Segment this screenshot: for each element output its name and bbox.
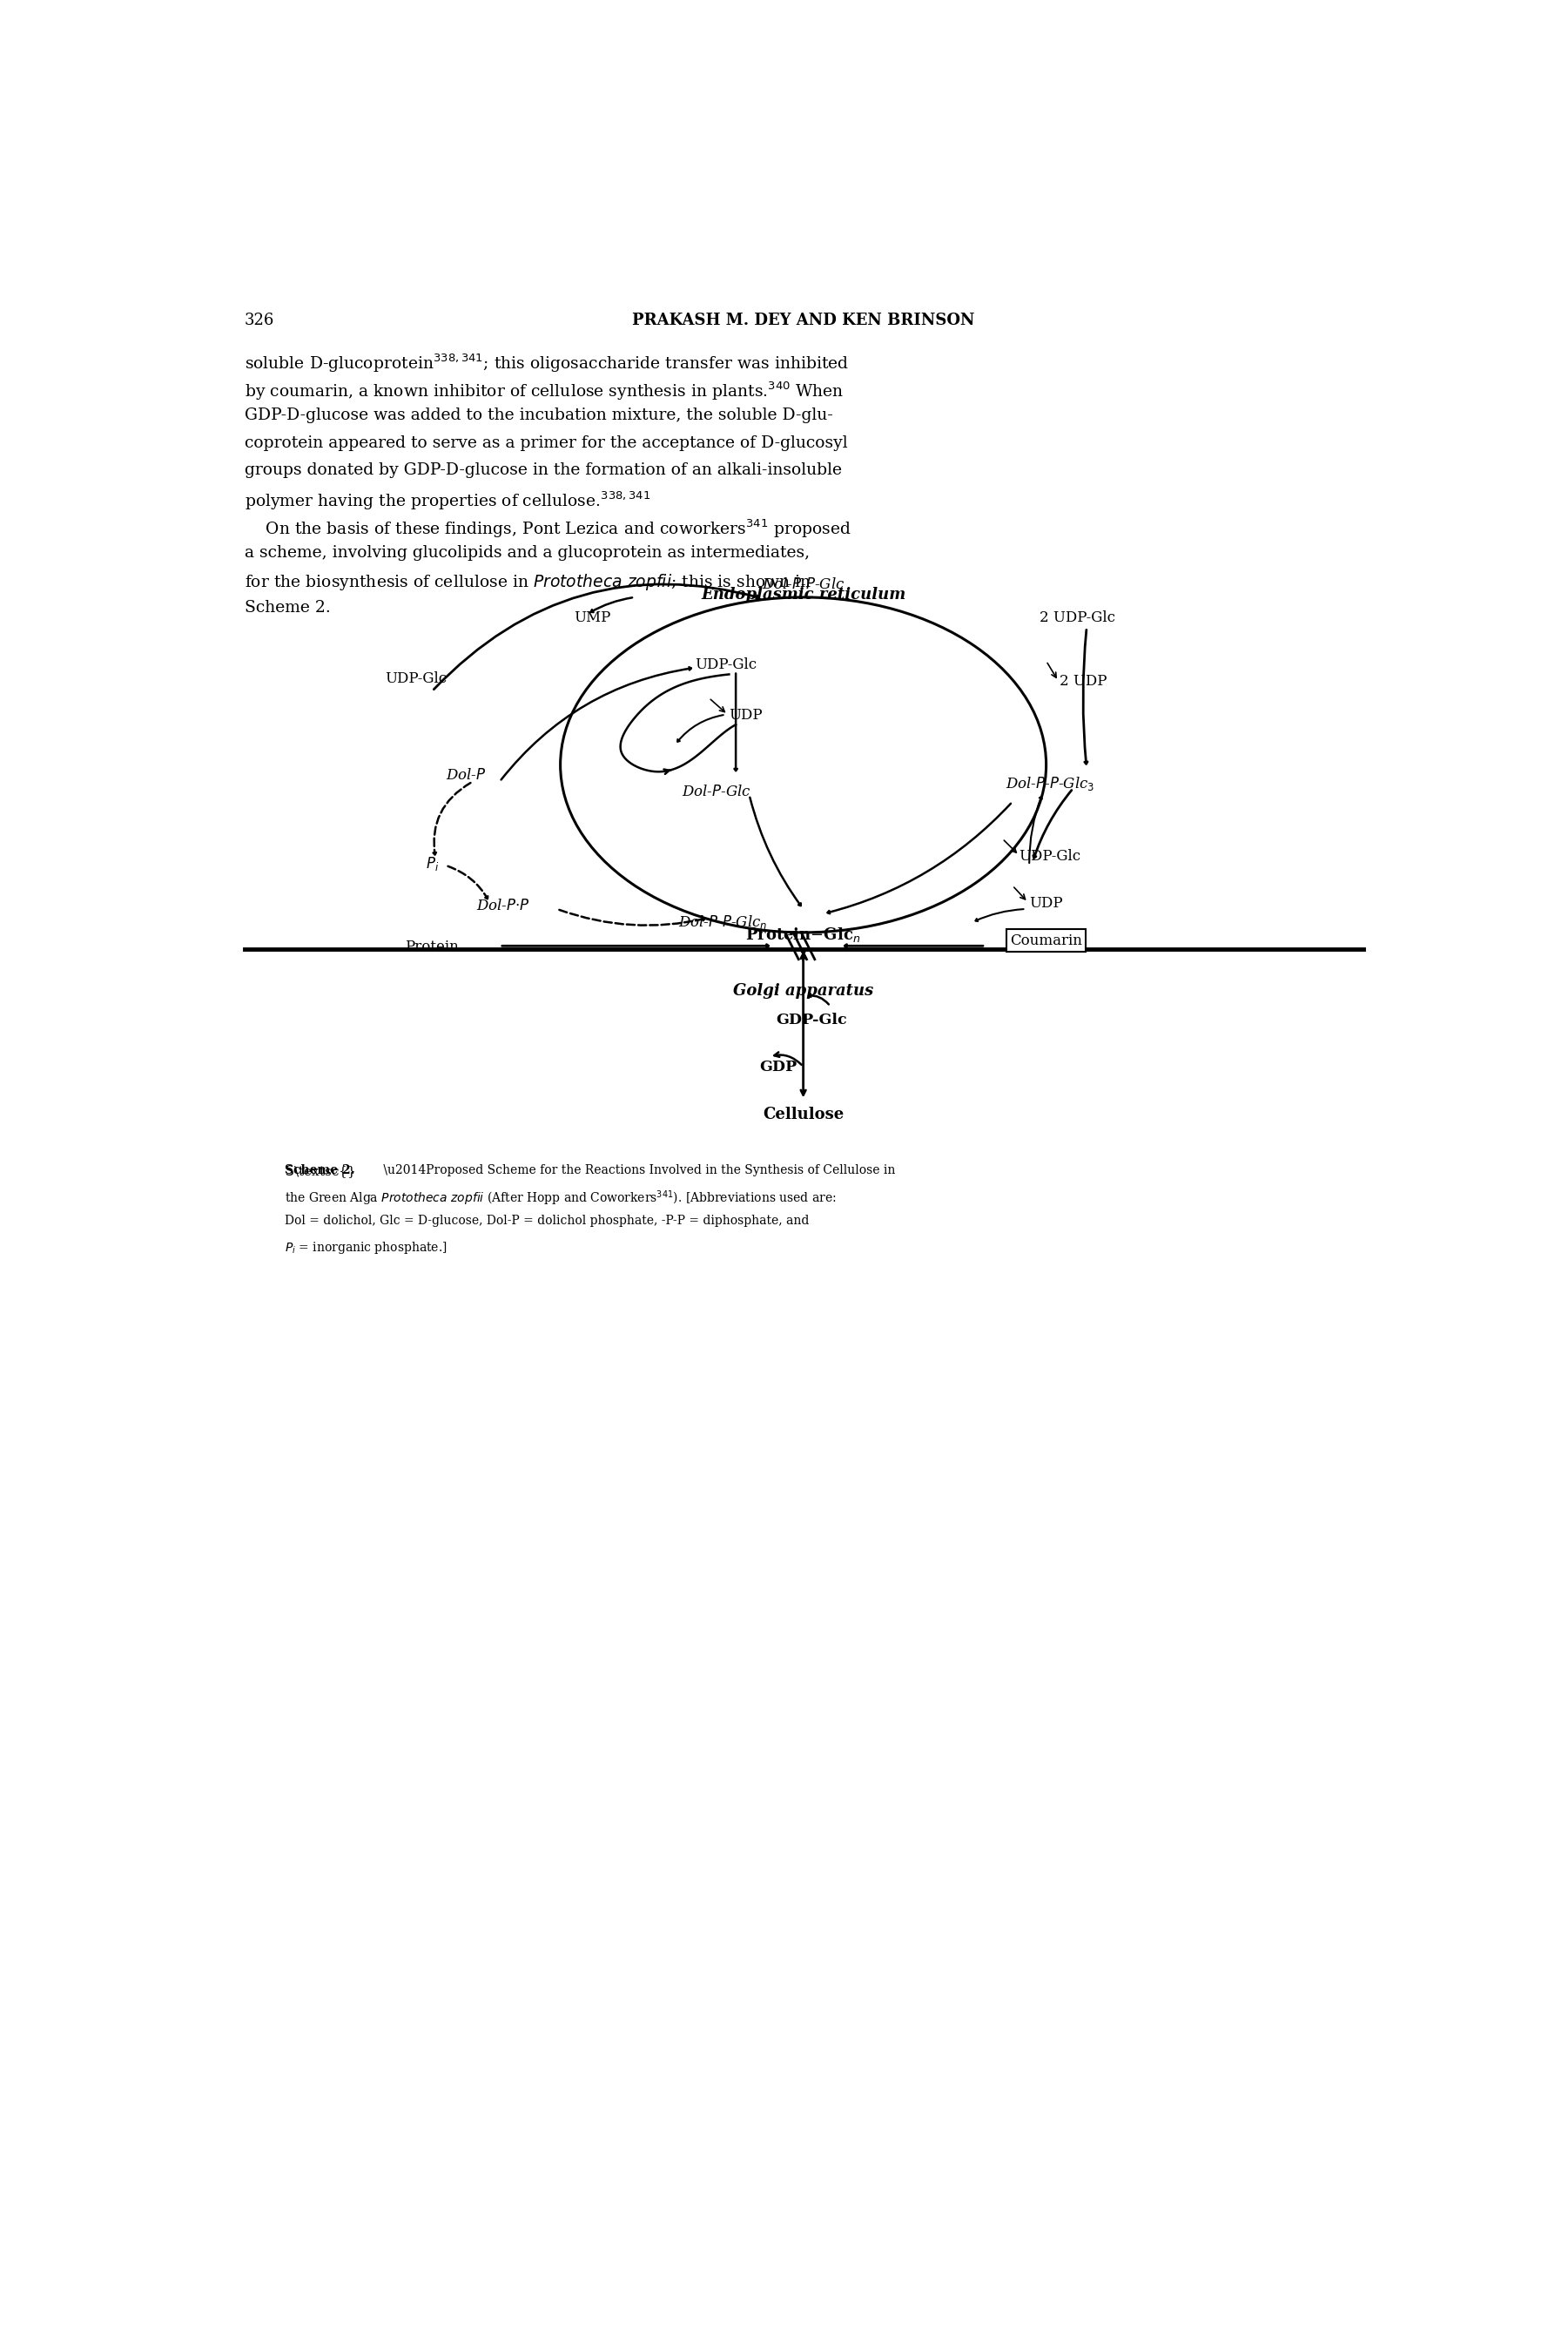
Text: UDP: UDP [729,708,762,722]
Text: for the biosynthesis of cellulose in $\mathit{Prototheca\ zopfii}$; this is show: for the biosynthesis of cellulose in $\m… [245,571,811,592]
Text: Golgi apparatus: Golgi apparatus [734,983,873,999]
Text: $P_i$ = inorganic phosphate.]: $P_i$ = inorganic phosphate.] [285,1241,447,1255]
Text: the Green Alga $\mathit{Prototheca\ zopfii}$ (After Hopp and Coworkers$^{341}$).: the Green Alga $\mathit{Prototheca\ zopf… [285,1190,837,1208]
Text: Protein: Protein [405,938,459,955]
Text: Dol-$P$-Glc: Dol-$P$-Glc [682,785,751,799]
Text: Dol-$P{\cdot}P$: Dol-$P{\cdot}P$ [477,898,530,915]
Text: 326: 326 [245,313,274,329]
Text: coprotein appeared to serve as a primer for the acceptance of D-glucosyl: coprotein appeared to serve as a primer … [245,435,848,451]
Text: UDP-Glc: UDP-Glc [1019,849,1080,863]
Text: Dol-$P$-$P$-Glc: Dol-$P$-$P$-Glc [762,576,845,592]
Text: polymer having the properties of cellulose.$^{338,341}$: polymer having the properties of cellulo… [245,489,651,513]
Text: UDP-Glc: UDP-Glc [695,658,757,672]
Text: Protein$-$Glc$_n$: Protein$-$Glc$_n$ [746,926,861,943]
Text: UDP: UDP [1029,896,1063,910]
Text: $\mathrm{S}_{\mathrm{}}$\textsc{}: $\mathrm{S}_{\mathrm{}}$\textsc{} [285,1164,356,1180]
Text: GDP-D-glucose was added to the incubation mixture, the soluble D-glu-: GDP-D-glucose was added to the incubatio… [245,407,833,423]
Text: a scheme, involving glucolipids and a glucoprotein as intermediates,: a scheme, involving glucolipids and a gl… [245,545,809,560]
Text: Cellulose: Cellulose [762,1107,844,1121]
Text: by coumarin, a known inhibitor of cellulose synthesis in plants.$^{340}$ When: by coumarin, a known inhibitor of cellul… [245,381,844,402]
Text: Coumarin: Coumarin [1010,933,1082,947]
Text: Scheme 2.: Scheme 2. [245,600,331,616]
Text: soluble D-glucoprotein$^{338,341}$; this oligosaccharide transfer was inhibited: soluble D-glucoprotein$^{338,341}$; this… [245,353,848,374]
Text: GDP-Glc: GDP-Glc [776,1013,847,1027]
Text: Dol-$P$-$P$-Glc$_n$: Dol-$P$-$P$-Glc$_n$ [679,915,768,931]
Text: Dol = dolichol, Glc = D-glucose, Dol-P = dolichol phosphate, -P-P = diphosphate,: Dol = dolichol, Glc = D-glucose, Dol-P =… [285,1215,809,1227]
Text: PRAKASH M. DEY AND KEN BRINSON: PRAKASH M. DEY AND KEN BRINSON [632,313,975,329]
Text: \u2014Proposed Scheme for the Reactions Involved in the Synthesis of Cellulose i: \u2014Proposed Scheme for the Reactions … [379,1164,895,1176]
Text: 2 UDP: 2 UDP [1060,675,1107,689]
Text: GDP: GDP [759,1060,797,1074]
Text: Endoplasmic reticulum: Endoplasmic reticulum [701,588,906,602]
Text: UDP-Glc: UDP-Glc [384,670,447,686]
Text: groups donated by GDP-D-glucose in the formation of an alkali-insoluble: groups donated by GDP-D-glucose in the f… [245,463,842,477]
Text: $P_i$: $P_i$ [425,856,439,872]
Text: UMP: UMP [574,611,612,625]
Text: Scheme 2.: Scheme 2. [285,1164,354,1176]
Text: Dol-$P$: Dol-$P$ [445,769,486,783]
Text: 2 UDP-Glc: 2 UDP-Glc [1040,611,1115,625]
Text: On the basis of these findings, Pont Lezica and coworkers$^{341}$ proposed: On the basis of these findings, Pont Lez… [245,517,851,541]
Text: Dol-$P$-$P$-Glc$_3$: Dol-$P$-$P$-Glc$_3$ [1005,776,1094,792]
